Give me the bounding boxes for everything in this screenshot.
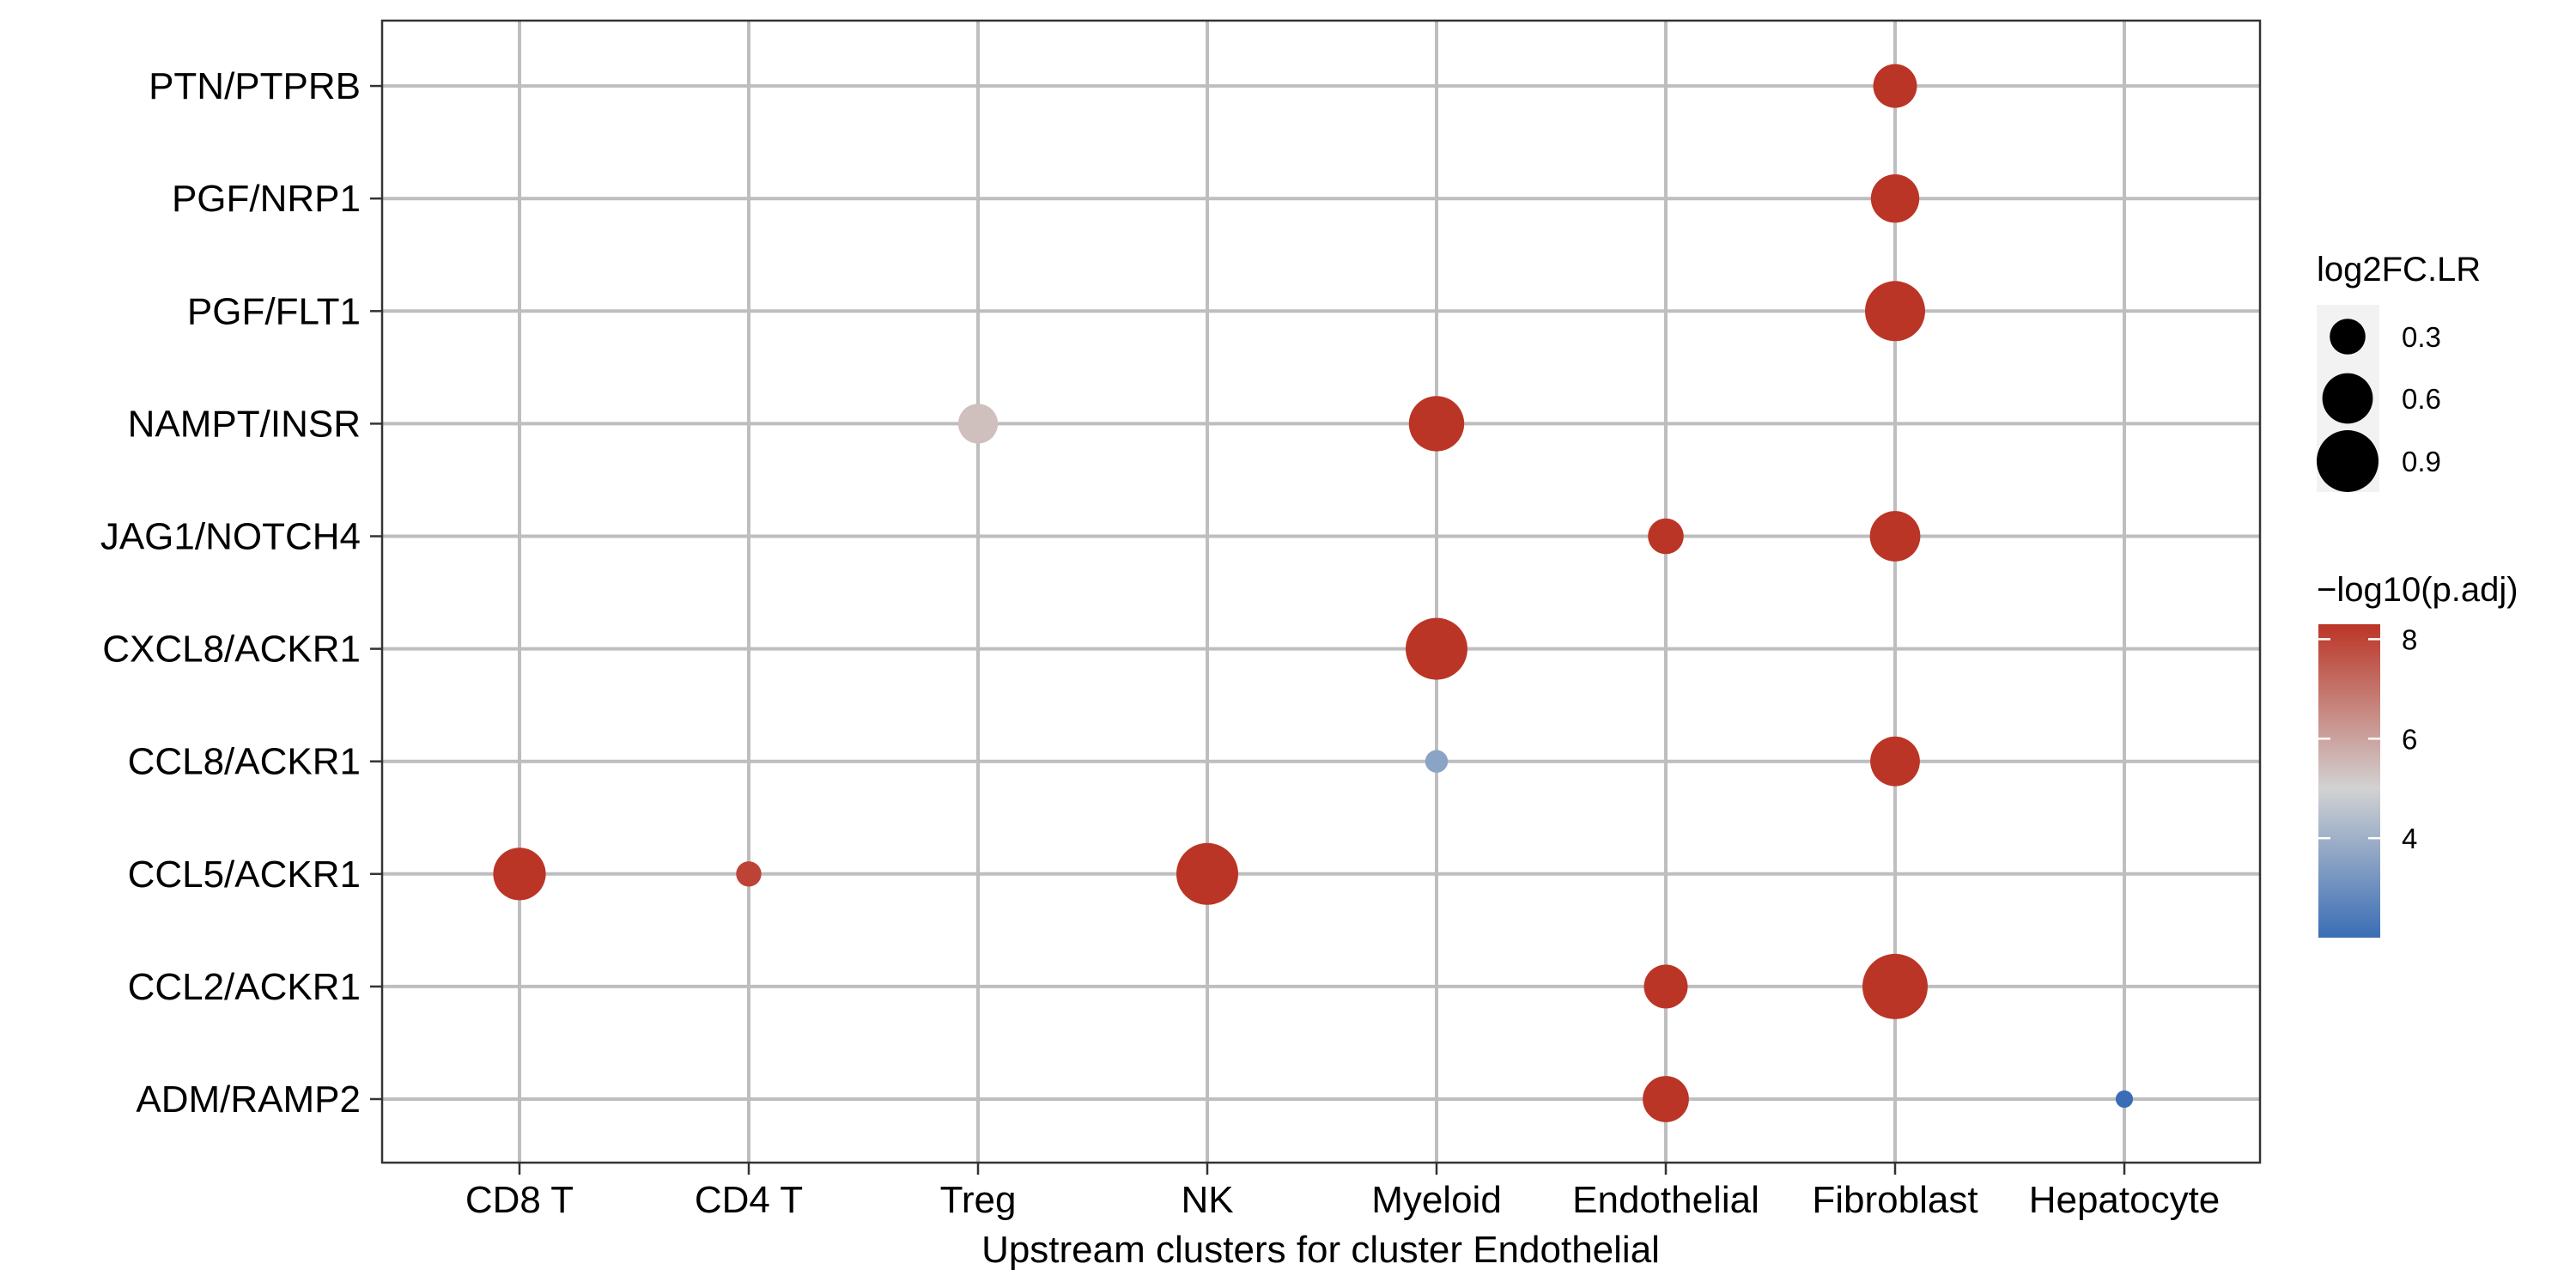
x-tick-label-hepatocyte: Hepatocyte xyxy=(2029,1179,2221,1221)
size-legend-label-0-6: 0.6 xyxy=(2402,383,2441,415)
point-endothelial-adm-ramp2 xyxy=(1643,1076,1689,1122)
x-axis-title: Upstream clusters for cluster Endothelia… xyxy=(981,1229,1660,1271)
point-hepatocyte-adm-ramp2 xyxy=(2115,1090,2134,1109)
color-legend-label-4: 4 xyxy=(2402,823,2417,854)
y-tick-label-jag1-notch4: JAG1/NOTCH4 xyxy=(100,516,361,558)
size-legend-label-0-3: 0.3 xyxy=(2402,321,2441,353)
y-tick-label-ccl2-ackr1: CCL2/ACKR1 xyxy=(128,966,361,1008)
y-tick-label-cxcl8-ackr1: CXCL8/ACKR1 xyxy=(102,629,361,671)
point-nk-ccl5-ackr1 xyxy=(1176,842,1238,905)
size-legend: log2FC.LR 0.3 0.6 0.9 xyxy=(2317,251,2481,492)
size-legend-label-0-9: 0.9 xyxy=(2402,446,2441,477)
y-tick-label-adm-ramp2: ADM/RAMP2 xyxy=(136,1078,361,1121)
point-fibroblast-ccl2-ackr1 xyxy=(1862,953,1928,1019)
x-tick-label-fibroblast: Fibroblast xyxy=(1812,1179,1978,1221)
x-axis-ticks: CD8 T CD4 T Treg NK Myeloid Endothelial Fibrob… xyxy=(465,1163,2220,1221)
y-tick-label-ccl8-ackr1: CCL8/ACKR1 xyxy=(128,741,361,783)
data-points xyxy=(493,64,2134,1122)
y-tick-label-ccl5-ackr1: CCL5/ACKR1 xyxy=(128,854,361,896)
point-fibroblast-jag1-notch4 xyxy=(1869,511,1921,562)
y-tick-label-nampt-insr: NAMPT/INSR xyxy=(128,403,361,445)
y-tick-label-ptn-ptprb: PTN/PTPRB xyxy=(149,65,361,107)
color-legend-label-6: 6 xyxy=(2402,723,2417,755)
x-tick-label-endothelial: Endothelial xyxy=(1572,1179,1759,1221)
point-cd8-t-ccl5-ackr1 xyxy=(493,848,546,901)
color-legend-label-8: 8 xyxy=(2402,623,2417,655)
panel-border xyxy=(380,19,2262,1164)
point-fibroblast-ccl8-ackr1 xyxy=(1870,736,1920,787)
point-myeloid-ccl8-ackr1 xyxy=(1425,750,1449,773)
size-legend-key-0-9 xyxy=(2317,430,2379,492)
point-myeloid-cxcl8-ackr1 xyxy=(1406,617,1467,680)
x-tick-label-nk: NK xyxy=(1181,1179,1233,1221)
color-legend: −log10(p.adj) 4 6 8 xyxy=(2317,571,2518,938)
point-endothelial-jag1-notch4 xyxy=(1648,518,1684,555)
size-legend-title: log2FC.LR xyxy=(2317,251,2481,289)
point-fibroblast-pgf-nrp1 xyxy=(1870,174,1920,223)
size-legend-key-0-3 xyxy=(2330,319,2366,355)
y-tick-label-pgf-flt1: PGF/FLT1 xyxy=(187,290,361,332)
x-tick-label-cd4-t: CD4 T xyxy=(695,1179,803,1221)
point-fibroblast-pgf-flt1 xyxy=(1865,281,1925,342)
colorbar xyxy=(2318,624,2380,938)
x-tick-label-treg: Treg xyxy=(940,1179,1017,1221)
point-treg-nampt-insr xyxy=(957,404,999,444)
point-myeloid-nampt-insr xyxy=(1408,396,1465,452)
grid-lines xyxy=(382,21,2260,1163)
point-fibroblast-ptn-ptprb xyxy=(1873,64,1917,108)
x-tick-label-myeloid: Myeloid xyxy=(1371,1179,1502,1221)
point-endothelial-ccl2-ackr1 xyxy=(1643,964,1688,1009)
y-axis-ticks: ADM/RAMP2 CCL2/ACKR1 CCL5/ACKR1 CCL8/ACKR1 C… xyxy=(100,65,382,1121)
color-legend-title: −log10(p.adj) xyxy=(2317,571,2518,609)
x-tick-label-cd8-t: CD8 T xyxy=(465,1179,574,1221)
point-cd4-t-ccl5-ackr1 xyxy=(736,861,762,887)
y-tick-label-pgf-nrp1: PGF/NRP1 xyxy=(172,178,361,220)
size-legend-key-0-6 xyxy=(2322,373,2373,424)
